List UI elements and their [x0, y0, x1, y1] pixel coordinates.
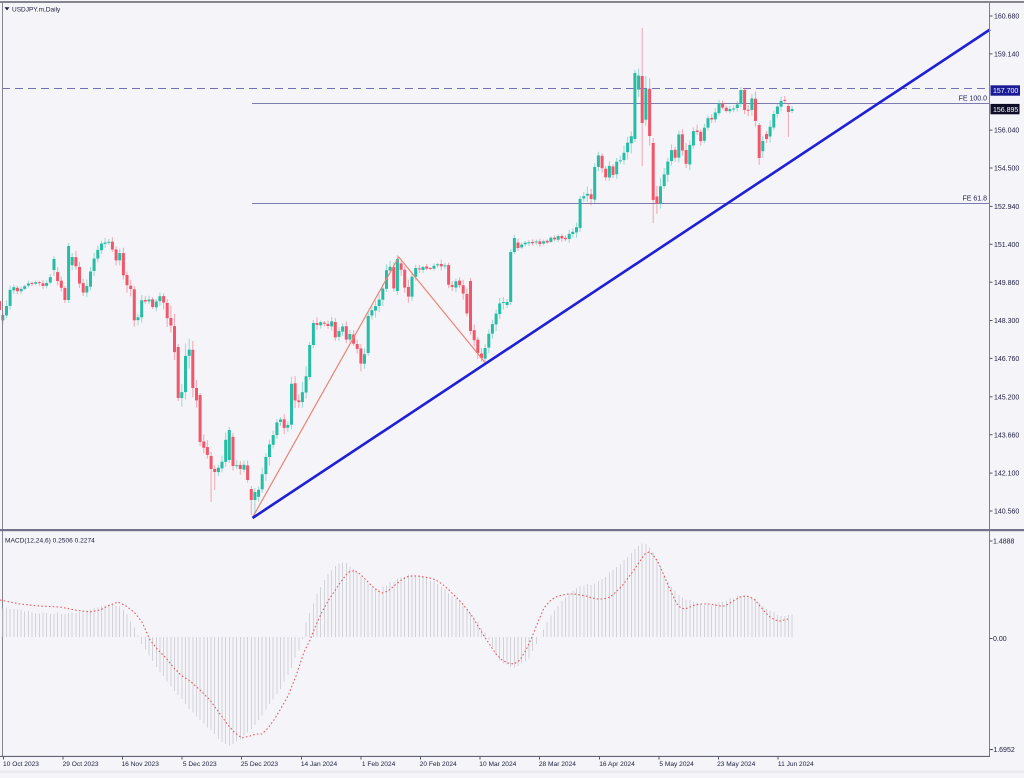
svg-text:156.040: 156.040: [994, 128, 1019, 135]
svg-text:151.400: 151.400: [994, 242, 1019, 249]
svg-text:5 May 2024: 5 May 2024: [659, 761, 694, 768]
svg-text:FE 100.0: FE 100.0: [959, 96, 988, 103]
svg-text:159.140: 159.140: [994, 52, 1019, 59]
svg-text:145.200: 145.200: [994, 394, 1019, 401]
svg-text:0.00: 0.00: [993, 636, 1007, 643]
svg-text:20 Feb 2024: 20 Feb 2024: [420, 761, 457, 768]
svg-text:10 Oct 2023: 10 Oct 2023: [3, 761, 39, 768]
svg-text:1 Feb 2024: 1 Feb 2024: [362, 761, 396, 768]
svg-text:10 Mar 2024: 10 Mar 2024: [479, 761, 516, 768]
svg-text:143.660: 143.660: [994, 432, 1019, 439]
svg-text:11 Jun 2024: 11 Jun 2024: [778, 761, 814, 768]
svg-text:149.860: 149.860: [994, 280, 1019, 287]
svg-text:142.100: 142.100: [994, 471, 1019, 478]
svg-text:14 Jan 2024: 14 Jan 2024: [301, 761, 338, 768]
svg-text:23 May 2024: 23 May 2024: [717, 761, 755, 768]
svg-text:157.700: 157.700: [993, 88, 1018, 95]
svg-text:146.760: 146.760: [994, 356, 1019, 363]
svg-text:1.4888: 1.4888: [993, 539, 1015, 546]
svg-text:MACD(12,24,6) 0.2506 0.2274: MACD(12,24,6) 0.2506 0.2274: [5, 537, 95, 544]
svg-text:-1.6952: -1.6952: [991, 747, 1015, 754]
svg-text:25 Dec 2023: 25 Dec 2023: [241, 761, 279, 768]
svg-text:FE 61.8: FE 61.8: [962, 196, 987, 203]
svg-text:29 Oct 2023: 29 Oct 2023: [63, 761, 99, 768]
svg-text:5 Dec 2023: 5 Dec 2023: [183, 761, 217, 768]
svg-text:148.300: 148.300: [994, 318, 1019, 325]
svg-text:160.680: 160.680: [994, 14, 1019, 21]
svg-text:16 Apr 2024: 16 Apr 2024: [599, 761, 635, 768]
svg-text:USDJPY.m,Daily: USDJPY.m,Daily: [12, 7, 61, 14]
svg-text:154.500: 154.500: [994, 166, 1019, 173]
svg-text:16 Nov 2023: 16 Nov 2023: [121, 761, 159, 768]
svg-text:152.940: 152.940: [994, 204, 1019, 211]
svg-text:140.560: 140.560: [994, 509, 1019, 516]
svg-text:28 Mar 2024: 28 Mar 2024: [539, 761, 576, 768]
svg-text:156.895: 156.895: [993, 107, 1018, 114]
